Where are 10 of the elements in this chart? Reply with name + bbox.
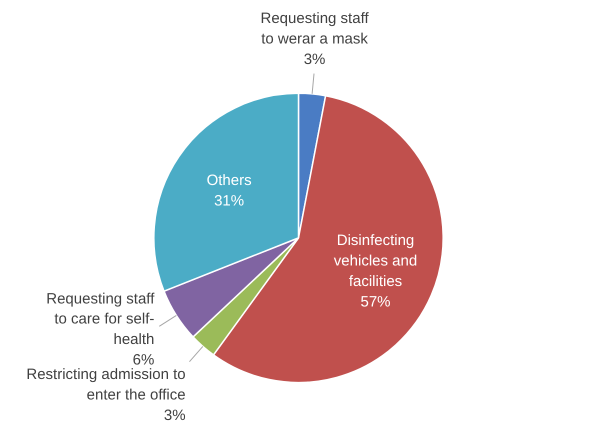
data-label: 6% — [132, 352, 154, 368]
slice-label: Requesting staff to care for self-health — [46, 290, 156, 348]
data-label: 3% — [164, 406, 186, 424]
slice-label: Others — [206, 172, 252, 189]
slice-label: Requesting staff to werar a mask — [260, 10, 370, 48]
slice-label: Restricting admission to enter the office — [26, 366, 186, 404]
slice-label: Disinfecting vehicles and facilities — [334, 232, 418, 290]
data-label: 3% — [304, 50, 326, 68]
data-label: 57% — [360, 293, 391, 310]
data-label: 31% — [214, 192, 244, 210]
